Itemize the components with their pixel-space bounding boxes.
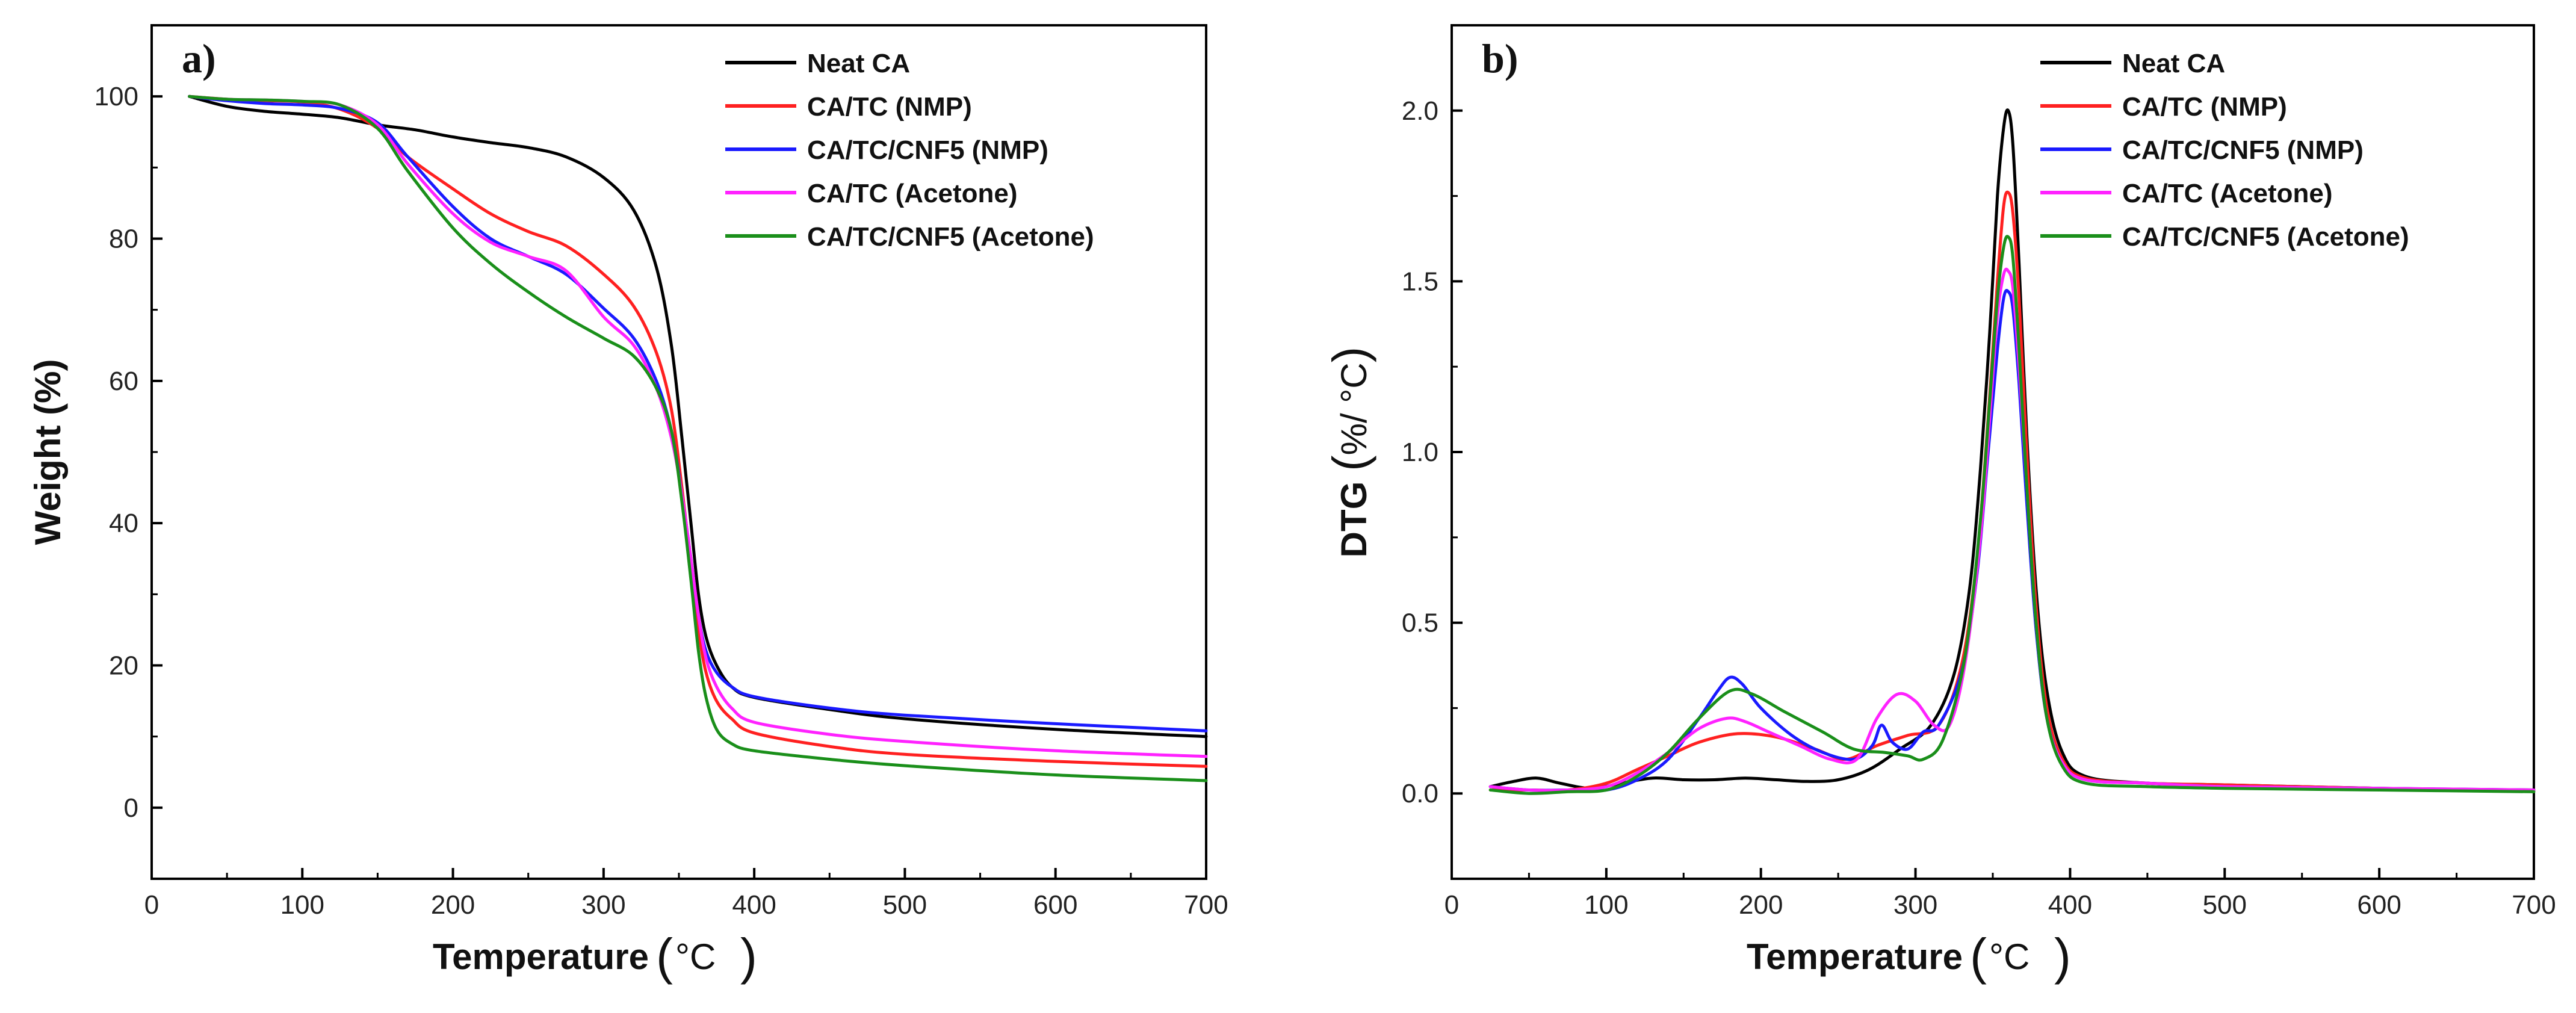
panel-label-a: a) [182, 36, 216, 81]
panel-label-b: b) [1482, 36, 1518, 81]
legend-label-ca-tc-nmp: CA/TC (NMP) [2122, 92, 2287, 122]
series-layer-a [188, 94, 1208, 782]
y-tick-label-b: 1.5 [1402, 267, 1438, 296]
x-tick-label-b-500: 500 [2203, 890, 2247, 920]
y-axis-label-text-b: DTG [1334, 471, 1374, 557]
x-tick-label-b-600: 600 [2357, 890, 2401, 920]
legend-label-neat-ca: Neat CA [2122, 49, 2225, 78]
y-axis-label-a: Weight (%) [28, 359, 68, 545]
x-axis-label-a: Temperature [433, 937, 649, 977]
x-tick-label-a-500: 500 [883, 890, 927, 920]
y-tick-label-a: 60 [109, 367, 138, 396]
x-axis-paren-open-a: ( [656, 928, 673, 985]
series-line-ca-tc-acetone [1488, 267, 2536, 792]
axes-ticks-b: 0 100 200 300 400 500 600 700 0.0 0.5 1.0 1.5 2.0 [1402, 96, 2556, 920]
series-line-ca-tc-cnf5-acetone [188, 94, 1208, 782]
legend-label-ca-tc-cnf5-nmp: CA/TC/CNF5 (NMP) [2122, 135, 2364, 165]
x-axis-label-b: Temperature [1747, 937, 1963, 977]
series-layer-b [1488, 108, 2536, 795]
y-tick-label-b: 0.5 [1402, 609, 1438, 638]
legend-label-ca-tc-cnf5-acetone: CA/TC/CNF5 (Acetone) [807, 222, 1094, 252]
y-tick-label-a: 80 [109, 225, 138, 254]
series-line-ca-tc-cnf5-acetone [1488, 235, 2536, 795]
legend-label-ca-tc-nmp: CA/TC (NMP) [807, 92, 972, 122]
x-axis-title-b: Temperature °C () [1747, 928, 2071, 985]
series-line-neat-ca [1488, 108, 2536, 792]
y-axis-label-b: DTG (%/ °C) [1323, 347, 1376, 558]
axes-ticks-a: 0 100 200 300 400 500 600 700 0 20 40 60 80 100 [94, 82, 1228, 920]
legend-a: Neat CA CA/TC (NMP) CA/TC/CNF5 (NMP) CA/TC … [725, 49, 1094, 252]
y-axis-paren-close-b: ) [1323, 347, 1376, 363]
x-tick-label-b-700: 700 [2512, 890, 2556, 920]
legend-label-ca-tc-cnf5-acetone: CA/TC/CNF5 (Acetone) [2122, 222, 2409, 252]
x-tick-label-b-300: 300 [1893, 890, 1937, 920]
x-axis-paren-close-b: ) [2054, 928, 2071, 985]
x-tick-label-b-200: 200 [1739, 890, 1783, 920]
y-tick-label-a: 40 [109, 509, 138, 538]
y-tick-label-a: 0 [124, 793, 138, 823]
legend-label-ca-tc-acetone: CA/TC (Acetone) [2122, 179, 2333, 208]
chart-panel-b: 0 100 200 300 400 500 600 700 0.0 0.5 1.0 1.5 2.0 b)… [1323, 24, 2556, 985]
y-axis-unit-b: %/ °C [1334, 362, 1374, 455]
x-axis-title-a: Temperature °C () [433, 928, 757, 985]
x-axis-paren-open-b: ( [1970, 928, 1987, 985]
chart-panel-a: 0 100 200 300 400 500 600 700 0 20 40 60 80 100 a) Ne… [28, 24, 1228, 985]
legend-label-ca-tc-cnf5-nmp: CA/TC/CNF5 (NMP) [807, 135, 1048, 165]
x-tick-label-a-400: 400 [732, 890, 776, 920]
x-tick-label-a-0: 0 [144, 890, 159, 920]
x-tick-label-a-300: 300 [581, 890, 625, 920]
x-tick-label-a-200: 200 [431, 890, 475, 920]
x-tick-label-a-600: 600 [1033, 890, 1077, 920]
y-tick-label-b: 1.0 [1402, 438, 1438, 467]
y-tick-label-b: 0.0 [1402, 779, 1438, 808]
legend-label-neat-ca: Neat CA [807, 49, 910, 78]
x-axis-unit-b: °C [1989, 937, 2030, 977]
y-tick-label-a: 20 [109, 651, 138, 681]
x-axis-unit-a: °C [675, 937, 716, 977]
x-tick-label-b-400: 400 [2048, 890, 2092, 920]
x-tick-label-b-0: 0 [1444, 890, 1459, 920]
y-axis-paren-open-b: ( [1323, 455, 1376, 471]
y-tick-label-a: 100 [94, 82, 138, 111]
x-tick-label-a-100: 100 [280, 890, 324, 920]
legend-label-ca-tc-acetone: CA/TC (Acetone) [807, 179, 1018, 208]
legend-b: Neat CA CA/TC (NMP) CA/TC/CNF5 (NMP) CA/TC … [2040, 49, 2409, 252]
x-tick-label-a-700: 700 [1184, 890, 1228, 920]
y-axis-title-b: DTG (%/ °C) [1323, 347, 1376, 558]
x-axis-paren-close-a: ) [740, 928, 757, 985]
y-tick-label-b: 2.0 [1402, 96, 1438, 126]
x-tick-label-b-100: 100 [1584, 890, 1628, 920]
